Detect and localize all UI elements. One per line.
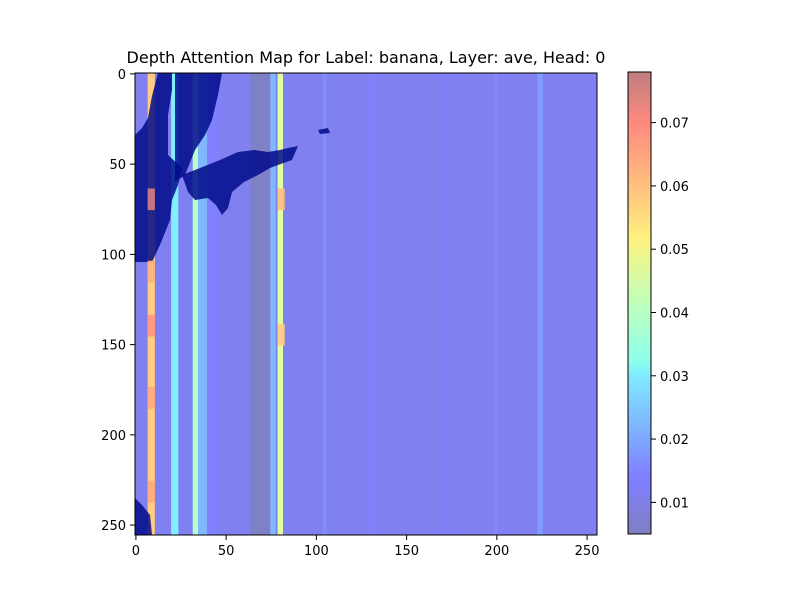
attention-column-band-4	[207, 73, 220, 535]
attention-column-band-3	[198, 73, 208, 535]
silhouette-branch	[182, 146, 298, 215]
attention-hotspot-5	[277, 188, 285, 211]
x-tick-label-2: 100	[304, 544, 329, 559]
attention-column-band-12	[537, 73, 543, 535]
y-axis: 0 50 100 150 200 250	[101, 68, 135, 534]
x-tick-label-1: 50	[218, 544, 235, 559]
colorbar-gradient	[628, 72, 651, 534]
attention-column-band-6	[270, 73, 276, 535]
colorbar-tick-label-6: 0.07	[660, 117, 689, 132]
silhouette-bottom-corner	[135, 498, 152, 535]
colorbar-tick-label-1: 0.02	[660, 433, 689, 448]
x-tick-label-3: 150	[394, 544, 419, 559]
attention-column-band-2	[192, 73, 199, 535]
heatmap-plot-area	[135, 73, 597, 535]
attention-column-band-11	[494, 73, 498, 535]
silhouette-left-region	[135, 73, 182, 262]
y-tick-label-0: 0	[118, 68, 126, 83]
x-tick-label-4: 200	[484, 544, 509, 559]
y-tick-label-2: 100	[101, 248, 126, 263]
attention-column-band-10	[441, 73, 453, 535]
colorbar-tick-label-3: 0.04	[660, 306, 689, 321]
attention-hotspot-3	[147, 387, 155, 409]
attention-column-band-5	[250, 73, 271, 535]
y-tick-label-3: 150	[101, 339, 126, 354]
attention-column-band-7	[277, 73, 283, 535]
colorbar-tick-label-4: 0.05	[660, 243, 689, 258]
attention-hotspot-2	[147, 260, 155, 283]
attention-column-band-0	[147, 73, 155, 535]
silhouette-dot	[318, 128, 330, 134]
x-tick-label-5: 250	[575, 544, 600, 559]
plot-frame	[134, 72, 598, 536]
attention-column-band-8	[322, 73, 327, 535]
chart-title: Depth Attention Map for Label: banana, L…	[127, 48, 606, 67]
y-tick-label-1: 50	[109, 158, 126, 173]
colorbar-frame	[627, 71, 652, 535]
silhouette-upper-wedge	[175, 73, 222, 182]
y-tick-label-5: 250	[101, 519, 126, 534]
colorbar: 0.01 0.02 0.03 0.04 0.05 0.06 0.07	[627, 71, 689, 535]
depth-silhouette	[135, 73, 330, 535]
attention-hotspot-4	[147, 480, 155, 503]
y-tick-label-4: 200	[101, 429, 126, 444]
x-tick-label-0: 0	[132, 544, 140, 559]
colorbar-tick-label-2: 0.03	[660, 370, 689, 385]
x-axis: 0 50 100 150 200 250	[132, 535, 600, 559]
attention-column-band-9	[366, 73, 376, 535]
attention-column-band-1	[171, 73, 179, 535]
colorbar-tick-label-0: 0.01	[660, 496, 689, 511]
attention-hotspot-6	[277, 323, 285, 346]
attention-hotspot-1	[147, 314, 155, 337]
colorbar-tick-label-5: 0.06	[660, 180, 689, 195]
attention-hotspot-0	[147, 188, 155, 211]
